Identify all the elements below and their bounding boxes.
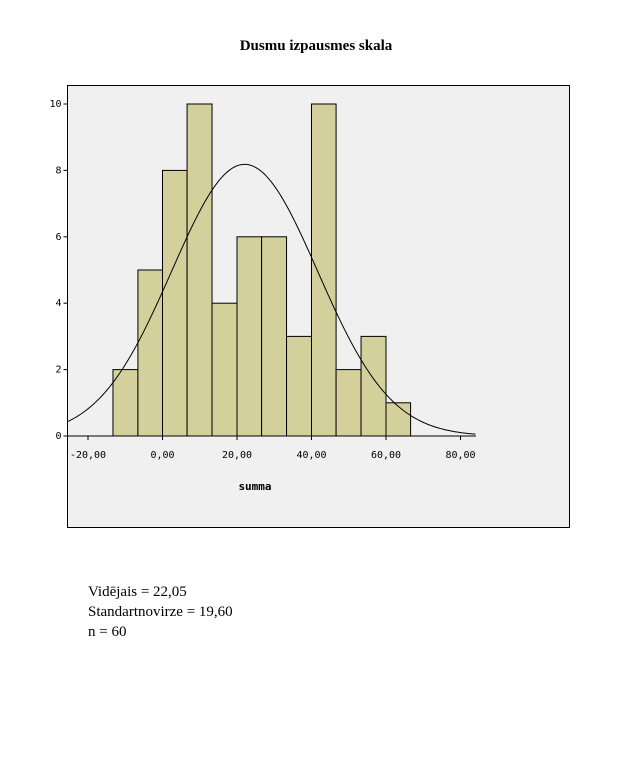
x-tick-label: 0,00 (150, 450, 174, 461)
y-tick-label: 6 (55, 232, 61, 243)
std-stat: Standartnovirze = 19,60 (88, 604, 233, 620)
y-tick-label: 4 (55, 298, 61, 309)
histogram-bar (112, 369, 139, 437)
y-tick-label: 0 (55, 431, 61, 442)
histogram-bar (162, 169, 188, 437)
histogram-bar (186, 103, 213, 437)
x-axis-title: summa (238, 480, 271, 493)
histogram-bar (286, 335, 313, 437)
histogram-bar (385, 402, 412, 437)
normal-curve (67, 163, 476, 435)
histogram-bar (211, 302, 238, 437)
y-tick-label: 2 (55, 365, 61, 376)
x-tick-label: 80,00 (445, 450, 475, 461)
histogram-bar (360, 335, 387, 437)
x-tick-label: 60,00 (371, 450, 401, 461)
histogram-chart: 0 2 4 6 8 10 -20,00 0,00 20,00 40,00 60,00 80,00 su… (49, 85, 570, 528)
histogram-bar (311, 103, 337, 437)
histogram-bar (261, 236, 288, 437)
x-tick-label: 20,00 (222, 450, 252, 461)
y-tick-label: 8 (55, 165, 61, 176)
x-tick-label: -20,00 (70, 450, 106, 461)
y-tick-label: 10 (49, 99, 61, 110)
axes-group: 0 2 4 6 8 10 -20,00 0,00 20,00 40,00 60,00 80,00 (49, 99, 476, 461)
mean-stat: Vidējais = 22,05 (88, 584, 187, 600)
histogram-bar (137, 269, 163, 437)
histogram-bar (335, 369, 362, 437)
chart-title: Dusmu izpausmes skala (239, 38, 393, 54)
statistics-block: Vidējais = 22,05 Standartnovirze = 19,60… (88, 582, 233, 642)
bars-group (112, 103, 412, 437)
histogram-bar (236, 236, 263, 437)
n-stat: n = 60 (88, 624, 127, 640)
x-tick-label: 40,00 (296, 450, 326, 461)
